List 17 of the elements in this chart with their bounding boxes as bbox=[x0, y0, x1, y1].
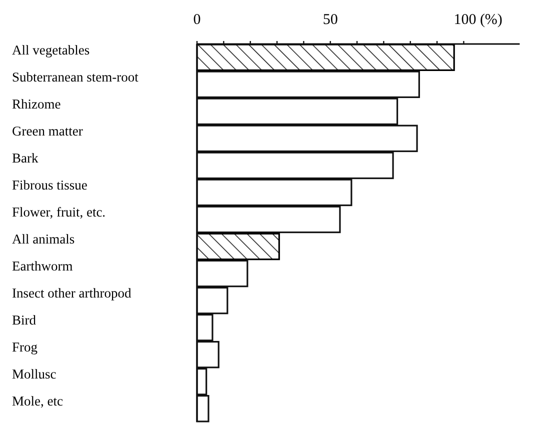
y-tick-label: Bark bbox=[12, 150, 38, 166]
y-tick-label: All vegetables bbox=[12, 42, 90, 58]
y-tick-label: Bird bbox=[12, 312, 36, 328]
y-tick-label: Green matter bbox=[12, 124, 84, 139]
y-tick-label: Earthworm bbox=[12, 258, 74, 274]
y-tick-label: Mollusc bbox=[12, 366, 56, 382]
y-tick-label: Fibrous tissue bbox=[12, 178, 88, 193]
x-tick-label: 100 (%) bbox=[454, 12, 502, 28]
y-tick-label: Rhizome bbox=[12, 96, 61, 112]
x-tick-label: 50 bbox=[322, 12, 338, 28]
y-tick-label: Subterranean stem-root bbox=[12, 69, 139, 84]
y-tick-label: Flower, fruit, etc. bbox=[12, 204, 106, 220]
y-tick-label: Insect other arthropod bbox=[12, 286, 132, 301]
y-tick-label: Mole, etc bbox=[12, 394, 63, 409]
x-tick-label: 0 bbox=[193, 12, 201, 28]
y-tick-label: All animals bbox=[12, 232, 75, 247]
y-tick-label: Frog bbox=[12, 340, 38, 355]
